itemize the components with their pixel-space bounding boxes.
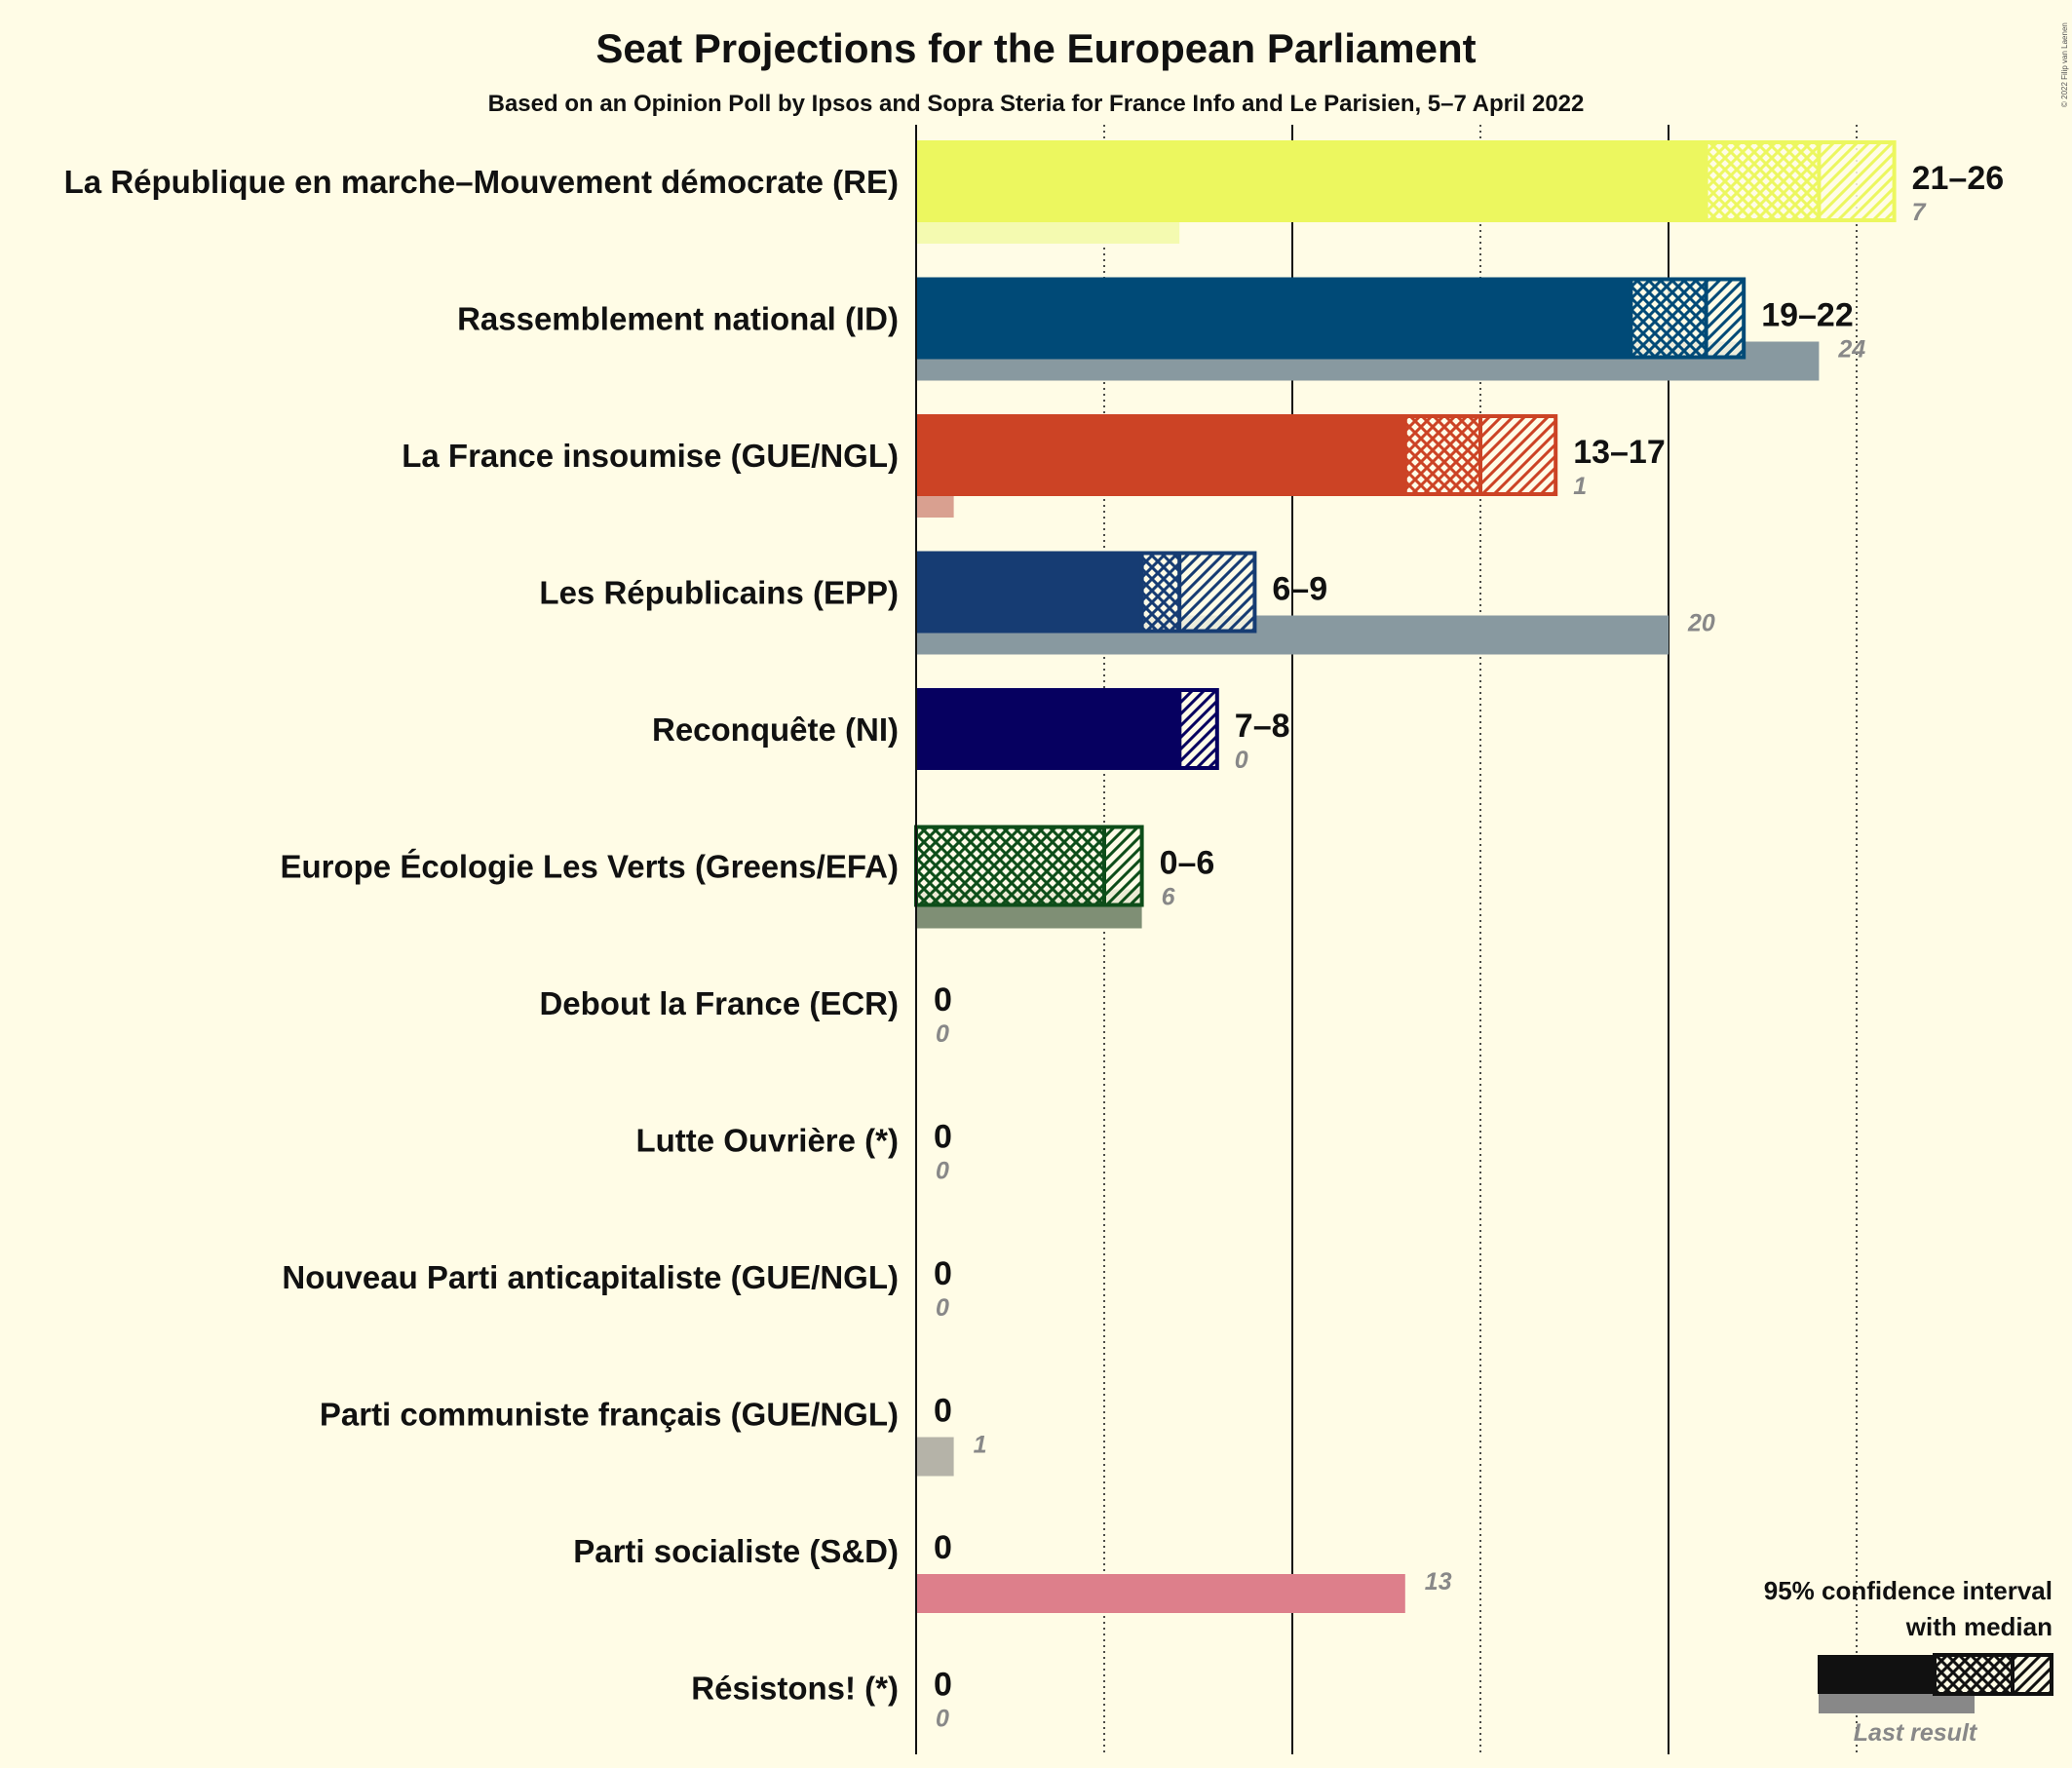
last-result-label: 0 (936, 1020, 949, 1048)
range-label: 6–9 (1272, 571, 1327, 608)
range-label: 21–26 (1912, 160, 2005, 197)
party-label: Rassemblement national (ID) (457, 301, 899, 337)
legend-upper-ci-hatch (2013, 1655, 2052, 1694)
last-result-label: 1 (1573, 473, 1587, 500)
range-label: 19–22 (1761, 297, 1854, 334)
projection-solid-bar (916, 140, 1707, 222)
range-label: 0–6 (1160, 845, 1215, 882)
ci-outline (1139, 551, 1257, 634)
party-row (916, 140, 1897, 244)
projection-solid-bar (916, 688, 1180, 770)
ci-lower-hatch (1631, 277, 1707, 360)
party-row (916, 1574, 1405, 1613)
party-row (916, 277, 1820, 381)
last-result-label: 0 (936, 1294, 949, 1322)
gridlines (1103, 125, 1858, 1754)
legend-lower-ci-hatch (1935, 1655, 2013, 1694)
range-label: 0 (934, 981, 952, 1019)
range-label: 0 (934, 1667, 952, 1704)
last-result-label: 6 (1162, 884, 1176, 911)
legend-ci-outline (1933, 1653, 2053, 1696)
ci-upper-hatch (1480, 414, 1556, 496)
range-label: 0 (934, 1393, 952, 1430)
ci-lower-hatch (916, 825, 1104, 907)
last-result-label: 0 (936, 1706, 949, 1733)
party-label: Nouveau Parti anticapitaliste (GUE/NGL) (282, 1259, 899, 1295)
ci-lower-hatch (1706, 140, 1820, 222)
ci-upper-hatch (1179, 551, 1255, 634)
legend-last-result-label: Last result (1854, 1719, 1978, 1747)
ci-upper-hatch (1104, 825, 1142, 907)
party-row (916, 1437, 954, 1477)
range-label: 0 (934, 1529, 952, 1566)
projection-solid-bar (916, 551, 1142, 634)
party-label: Lutte Ouvrière (*) (635, 1123, 899, 1159)
range-label: 0 (934, 1255, 952, 1292)
last-result-bar (916, 1574, 1405, 1613)
party-label: Parti socialiste (S&D) (573, 1533, 899, 1569)
range-label: 0 (934, 1119, 952, 1156)
last-result-bar (916, 1437, 954, 1477)
party-label: Europe Écologie Les Verts (Greens/EFA) (280, 849, 899, 885)
party-label: Les Républicains (EPP) (539, 575, 899, 611)
bars (914, 140, 1897, 1613)
party-label: Reconquête (NI) (652, 711, 899, 748)
party-label: La France insoumise (GUE/NGL) (402, 438, 899, 474)
last-result-label: 1 (974, 1432, 987, 1459)
projection-solid-bar (916, 277, 1631, 360)
ci-outline (1704, 140, 1897, 222)
legend-solid-segment (1818, 1655, 1935, 1694)
party-label: La République en marche–Mouvement démocr… (64, 164, 899, 200)
ci-lower-hatch (1404, 414, 1480, 496)
party-label: Parti communiste français (GUE/NGL) (320, 1397, 899, 1433)
last-result-label: 13 (1425, 1568, 1452, 1595)
party-row (916, 551, 1669, 655)
last-result-label: 20 (1687, 610, 1715, 637)
range-label: 13–17 (1573, 434, 1666, 471)
party-label: Debout la France (ECR) (539, 985, 899, 1021)
party-row (914, 825, 1144, 929)
ci-lower-hatch (1141, 551, 1180, 634)
range-label: 7–8 (1235, 708, 1290, 745)
party-label: Résistons! (*) (691, 1671, 899, 1707)
legend: 95% confidence interval with median Last… (1764, 1576, 2053, 1747)
ci-upper-hatch (1706, 277, 1745, 360)
copyright-note: © 2022 Filip van Laenen (2060, 22, 2069, 107)
party-row (916, 414, 1558, 518)
party-row (916, 688, 1219, 770)
legend-title-line2: with median (1905, 1612, 2053, 1641)
ci-upper-hatch (1819, 140, 1895, 222)
ci-outline (1629, 277, 1746, 360)
projection-solid-bar (916, 414, 1405, 496)
legend-title-line1: 95% confidence interval (1764, 1576, 2053, 1605)
last-result-label: 0 (936, 1158, 949, 1185)
chart-title: Seat Projections for the European Parlia… (595, 25, 1476, 71)
ci-upper-hatch (1179, 688, 1217, 770)
last-result-label: 0 (1235, 747, 1248, 774)
last-result-label: 24 (1837, 336, 1865, 364)
chart-subtitle: Based on an Opinion Poll by Ipsos and So… (488, 91, 1585, 117)
labels: La République en marche–Mouvement démocr… (64, 160, 2005, 1733)
last-result-label: 7 (1912, 199, 1927, 226)
